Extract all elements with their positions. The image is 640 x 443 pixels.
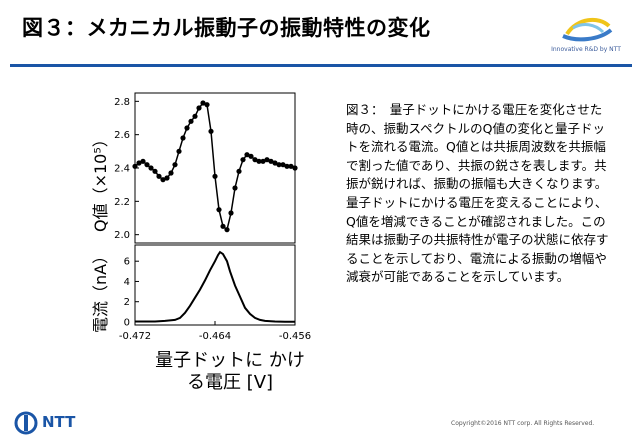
q-data-point	[212, 173, 218, 179]
logo-tagline: Innovative R&D by NTT	[551, 46, 621, 53]
ntt-logo-icon	[14, 411, 38, 439]
q-data-point	[132, 163, 138, 169]
q-data-point	[168, 170, 174, 176]
q-data-point	[272, 160, 278, 166]
q-data-point	[260, 158, 266, 164]
q-data-point	[288, 163, 294, 169]
q-data-point	[220, 223, 226, 229]
q-data-point	[140, 158, 146, 164]
q-y-tick-label: 2.4	[114, 164, 130, 175]
innovative-logo: Innovative R&D by NTT	[537, 12, 635, 58]
copyright-text: Copyright©2016 NTT corp. All Rights Rese…	[451, 420, 595, 427]
q-data-point	[192, 113, 198, 119]
current-panel-frame	[134, 244, 296, 326]
q-data-point	[240, 157, 246, 163]
q-data-point	[152, 168, 158, 174]
q-data-point	[264, 157, 270, 163]
current-line	[135, 250, 296, 323]
chart-svg: 2.0 2.2 2.4 2.6 2.8 0 2 4 6 -0.472 -0.464 -0.456	[114, 92, 311, 342]
q-data-point	[180, 135, 186, 141]
q-data-point	[232, 185, 238, 191]
q-data-point	[248, 153, 254, 159]
q-data-point	[228, 210, 234, 216]
q-value-line	[134, 102, 296, 232]
q-y-tick-label: 2.2	[114, 197, 130, 208]
q-value-panel: 2.0 2.2 2.4 2.6 2.8	[114, 92, 298, 244]
q-data-point	[224, 227, 230, 233]
x-tick-label: -0.464	[199, 331, 231, 342]
q-data-point	[184, 125, 190, 131]
q-data-point	[252, 157, 258, 163]
current-y-tick-label: 6	[124, 257, 130, 268]
current-panel: 0 2 4 6 -0.472 -0.464 -0.456	[119, 244, 311, 342]
x-tick-label: -0.456	[279, 331, 311, 342]
q-data-point	[196, 105, 202, 111]
q-data-point	[236, 168, 242, 174]
q-data-point	[172, 162, 178, 168]
q-data-point	[188, 118, 194, 124]
q-data-point	[268, 158, 274, 164]
q-data-point	[280, 162, 286, 168]
q-data-point	[256, 158, 262, 164]
title-underline	[10, 64, 632, 67]
q-data-point	[136, 160, 142, 166]
q-y-tick-label: 2.0	[114, 230, 130, 241]
q-data-point	[276, 162, 282, 168]
q-y-tick-label: 2.6	[114, 130, 130, 141]
figure-description: 図３： 量子ドットにかける電圧を変化させた時の、振動スペクトルのQ値の変化と量子…	[346, 102, 609, 285]
current-y-tick-label: 0	[124, 317, 130, 328]
q-data-point	[292, 165, 298, 171]
slide-title: 図３：メカニカル振動子の振動特性の変化	[22, 16, 431, 40]
current-axis-label: 電流（nA）	[91, 247, 110, 333]
current-y-tick-label: 2	[124, 297, 130, 308]
q-value-axis-label: Q値（×10⁵）	[91, 131, 110, 232]
q-y-tick-label: 2.8	[114, 97, 130, 108]
swirl-logo-icon	[562, 17, 613, 42]
q-data-point	[204, 102, 210, 108]
ntt-brand: NTT	[42, 413, 76, 431]
q-data-point	[176, 148, 182, 154]
q-data-point	[164, 175, 170, 181]
voltage-axis-label: 量子ドットに かける電圧 [V]	[155, 350, 305, 393]
x-tick-label: -0.472	[119, 331, 151, 342]
q-data-point	[148, 165, 154, 171]
q-data-point	[144, 162, 150, 168]
q-data-point	[244, 152, 250, 158]
q-data-point	[208, 128, 214, 134]
current-y-tick-label: 4	[124, 277, 130, 288]
q-data-point	[156, 173, 162, 179]
q-data-point	[284, 163, 290, 169]
q-data-point	[160, 177, 166, 183]
chart-area: 2.0 2.2 2.4 2.6 2.8 0 2 4 6 -0.472 -0.464 -0.456	[60, 85, 320, 354]
q-data-point	[200, 100, 206, 106]
q-data-point	[216, 207, 222, 213]
